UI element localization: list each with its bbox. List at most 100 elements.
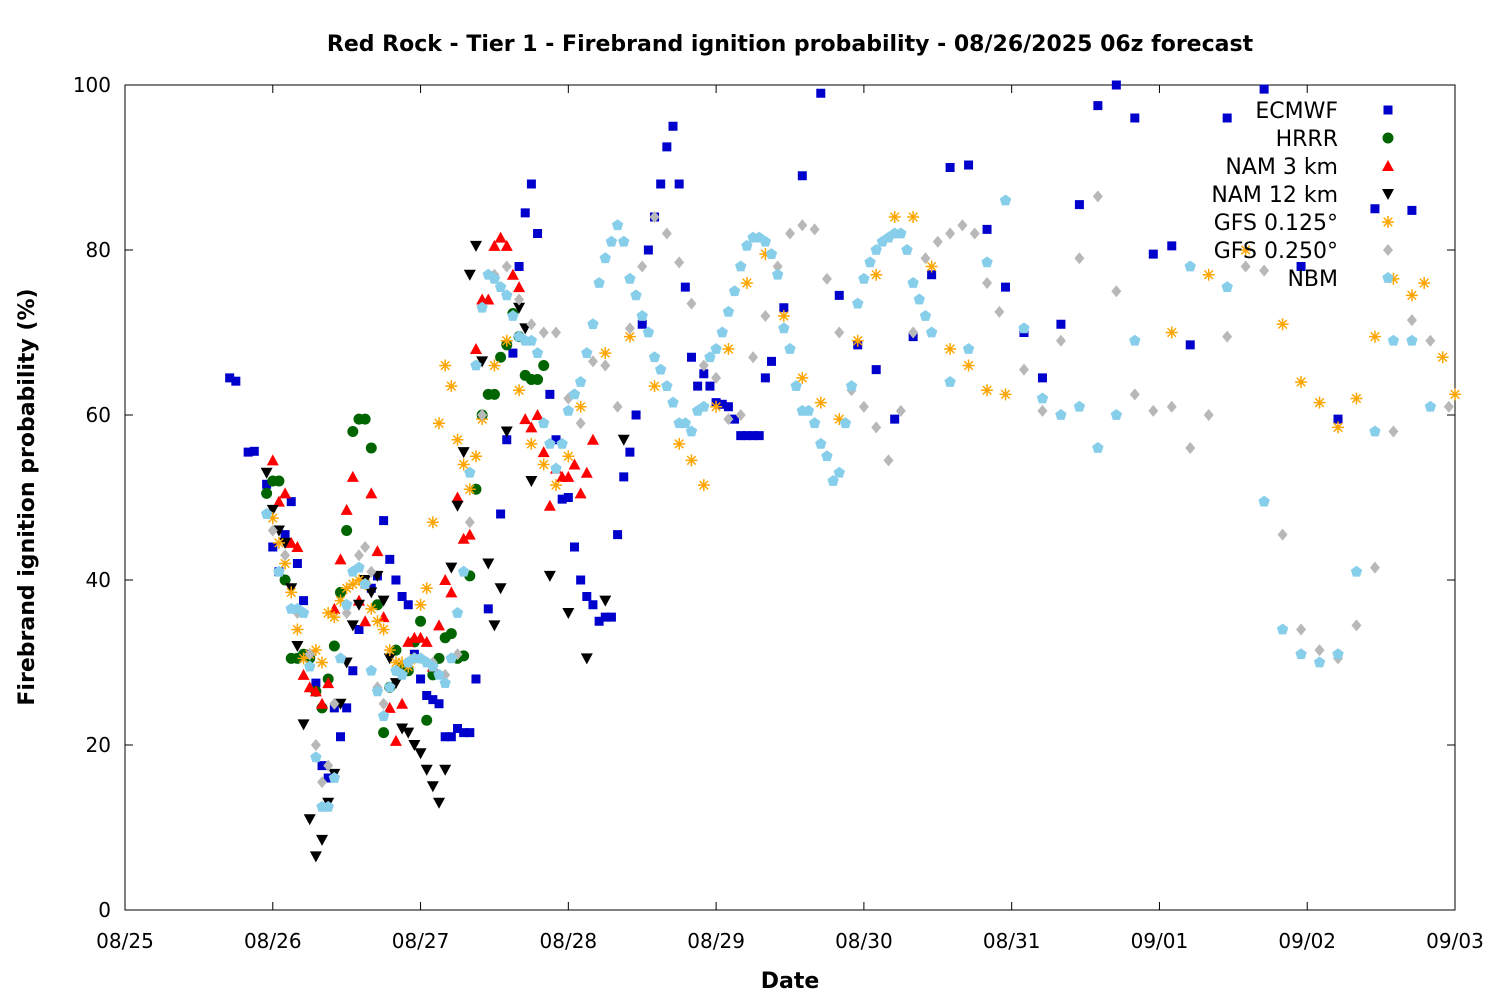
data-point xyxy=(945,163,955,172)
series-3 xyxy=(266,231,599,746)
data-point xyxy=(778,322,790,334)
data-point xyxy=(1148,249,1158,259)
data-point xyxy=(365,487,378,499)
data-point xyxy=(611,219,624,231)
data-point xyxy=(599,595,612,607)
data-point xyxy=(1418,277,1431,289)
data-point xyxy=(759,248,772,261)
data-point xyxy=(377,710,390,721)
data-point xyxy=(1350,392,1363,405)
data-point xyxy=(402,635,415,647)
data-point xyxy=(457,532,470,544)
data-point xyxy=(1276,318,1289,331)
data-point xyxy=(661,380,673,391)
data-point xyxy=(1313,656,1326,668)
data-point xyxy=(1037,373,1047,383)
data-point xyxy=(760,373,770,383)
data-point xyxy=(433,797,446,809)
data-point xyxy=(396,668,408,680)
data-point xyxy=(422,691,432,700)
data-point xyxy=(537,458,550,471)
data-point xyxy=(389,678,402,690)
data-point xyxy=(1295,648,1307,660)
data-point xyxy=(286,497,296,507)
data-point xyxy=(482,558,495,570)
data-point xyxy=(599,252,611,264)
data-point xyxy=(580,653,593,665)
data-point xyxy=(428,695,438,705)
data-point xyxy=(674,256,685,269)
data-point xyxy=(272,536,285,549)
data-point xyxy=(500,426,513,438)
data-point xyxy=(1222,330,1233,343)
data-point xyxy=(427,660,439,672)
data-point xyxy=(260,508,273,519)
data-point xyxy=(469,343,482,354)
data-point xyxy=(710,400,723,413)
data-point xyxy=(895,404,906,417)
data-point xyxy=(329,697,340,710)
data-point xyxy=(378,697,389,710)
data-point xyxy=(340,582,353,595)
data-point xyxy=(962,343,975,354)
data-point xyxy=(416,674,426,684)
data-point xyxy=(551,326,562,339)
data-point xyxy=(525,334,538,346)
data-point xyxy=(365,442,377,454)
data-point xyxy=(1129,334,1141,346)
data-point xyxy=(575,417,586,430)
data-point xyxy=(630,289,642,301)
data-point xyxy=(624,272,636,284)
data-point xyxy=(415,615,427,627)
data-point xyxy=(1350,565,1363,577)
data-point xyxy=(346,620,359,632)
y-tick-label: 100 xyxy=(73,73,111,97)
data-point xyxy=(870,244,882,255)
data-point xyxy=(311,678,321,688)
data-point xyxy=(833,413,846,426)
data-point xyxy=(501,260,512,273)
data-point xyxy=(908,326,919,339)
data-point xyxy=(273,565,285,577)
data-point xyxy=(754,431,764,441)
data-point xyxy=(384,681,396,693)
data-point xyxy=(1185,340,1195,350)
data-point xyxy=(309,685,322,697)
data-point xyxy=(451,433,464,446)
data-point xyxy=(883,454,894,467)
data-point xyxy=(656,179,666,189)
data-point xyxy=(1449,388,1461,401)
data-point xyxy=(316,656,329,669)
data-point xyxy=(765,248,778,259)
data-point xyxy=(383,653,396,665)
data-point xyxy=(352,599,365,611)
data-point xyxy=(464,466,476,478)
data-point xyxy=(304,660,316,672)
data-point xyxy=(532,374,544,386)
data-point xyxy=(268,542,278,552)
data-point xyxy=(858,400,869,413)
data-point xyxy=(280,530,290,540)
data-point xyxy=(741,239,753,251)
data-point xyxy=(642,326,655,338)
data-point xyxy=(772,260,783,273)
data-point xyxy=(488,620,501,632)
data-point xyxy=(334,553,347,565)
data-point xyxy=(728,285,741,297)
data-point xyxy=(440,732,450,742)
data-point xyxy=(1313,396,1326,409)
data-point xyxy=(562,608,575,619)
data-point xyxy=(680,282,690,292)
data-point xyxy=(1185,442,1196,454)
x-tick-label: 08/25 xyxy=(96,929,154,953)
legend-marker xyxy=(1383,105,1393,115)
data-point xyxy=(618,235,630,247)
series-4 xyxy=(260,240,630,863)
data-point xyxy=(1166,400,1177,413)
legend-marker xyxy=(1383,244,1393,256)
data-point xyxy=(402,727,415,739)
data-point xyxy=(291,641,304,652)
data-point xyxy=(1405,289,1418,302)
data-point xyxy=(309,851,322,863)
data-point xyxy=(445,562,458,574)
